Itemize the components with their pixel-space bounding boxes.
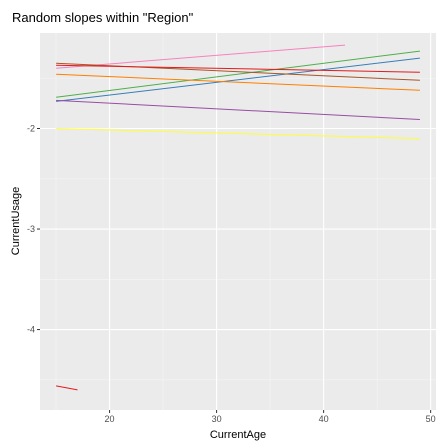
x-tick-label: 40 bbox=[319, 414, 329, 424]
x-axis-ticks: 20 30 40 50 bbox=[105, 410, 436, 424]
series-line-9 bbox=[56, 385, 78, 391]
x-tick-label: 30 bbox=[212, 414, 222, 424]
series-line-6 bbox=[56, 64, 420, 73]
grid-major bbox=[40, 33, 436, 410]
x-tick-label: 20 bbox=[105, 414, 115, 424]
y-axis-title: CurrentUsage bbox=[10, 187, 22, 255]
x-tick-label: 50 bbox=[426, 414, 436, 424]
y-tick-label: -2 bbox=[27, 124, 35, 134]
series-line-2 bbox=[56, 50, 420, 98]
x-axis-title: CurrentAge bbox=[210, 429, 266, 441]
series-line-1 bbox=[56, 44, 346, 69]
series-layer bbox=[56, 44, 420, 391]
series-line-7 bbox=[56, 99, 420, 120]
grid-minor bbox=[40, 33, 436, 410]
y-tick-label: -3 bbox=[27, 224, 35, 234]
series-line-3 bbox=[56, 57, 420, 102]
series-line-8 bbox=[56, 128, 420, 140]
y-tick-label: -4 bbox=[27, 325, 35, 335]
plot-panel bbox=[40, 33, 436, 410]
y-axis-ticks: -4 -3 -2 bbox=[27, 124, 40, 335]
series-line-5 bbox=[56, 73, 420, 91]
chart-title: Random slopes within "Region" bbox=[12, 10, 194, 25]
